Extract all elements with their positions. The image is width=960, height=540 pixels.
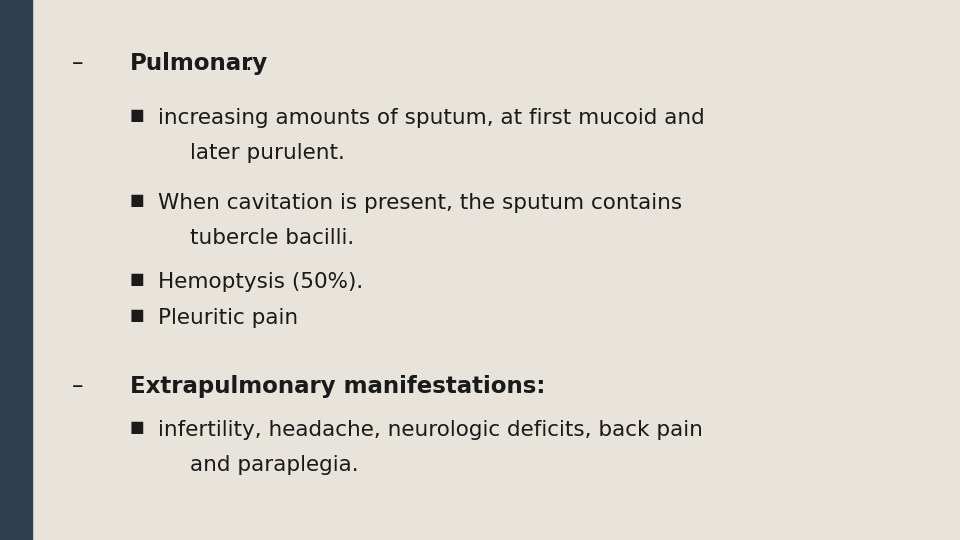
Text: Hemoptysis (50%).: Hemoptysis (50%). <box>158 272 364 292</box>
Text: infertility, headache, neurologic deficits, back pain: infertility, headache, neurologic defici… <box>158 420 704 440</box>
Text: ■: ■ <box>130 420 144 435</box>
Text: –: – <box>72 375 84 398</box>
Text: ■: ■ <box>130 308 144 323</box>
Text: increasing amounts of sputum, at first mucoid and: increasing amounts of sputum, at first m… <box>158 108 706 128</box>
Bar <box>0 0 32 540</box>
Text: Pleuritic pain: Pleuritic pain <box>158 308 299 328</box>
Text: ■: ■ <box>130 108 144 123</box>
Text: tubercle bacilli.: tubercle bacilli. <box>190 228 354 248</box>
Text: Extrapulmonary manifestations:: Extrapulmonary manifestations: <box>130 375 545 398</box>
Text: Pulmonary: Pulmonary <box>130 52 268 75</box>
Text: :: : <box>245 52 252 75</box>
Text: and paraplegia.: and paraplegia. <box>190 455 359 475</box>
Text: later purulent.: later purulent. <box>190 143 345 163</box>
Text: ■: ■ <box>130 193 144 208</box>
Text: –: – <box>72 52 84 75</box>
Text: When cavitation is present, the sputum contains: When cavitation is present, the sputum c… <box>158 193 683 213</box>
Text: ■: ■ <box>130 272 144 287</box>
